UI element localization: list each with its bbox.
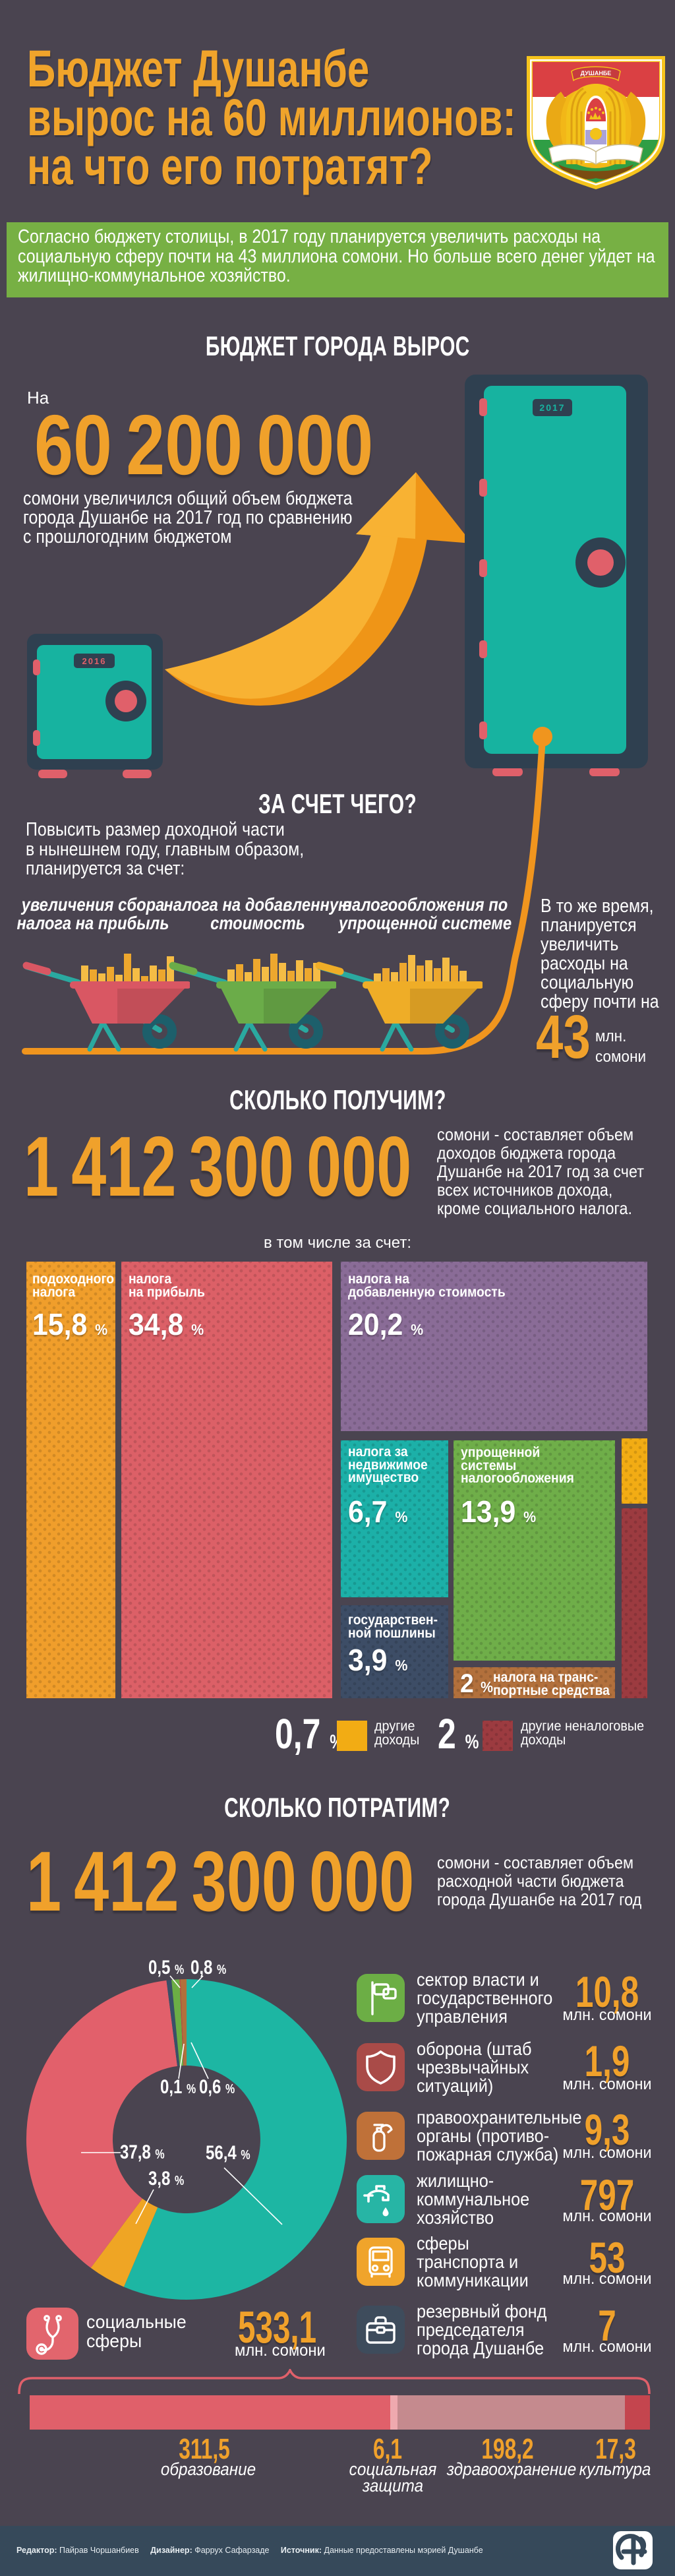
svg-text:2017: 2017 xyxy=(539,402,565,413)
svg-text:ДУШАНБЕ: ДУШАНБЕ xyxy=(581,70,612,77)
svg-text:2016: 2016 xyxy=(82,656,107,666)
